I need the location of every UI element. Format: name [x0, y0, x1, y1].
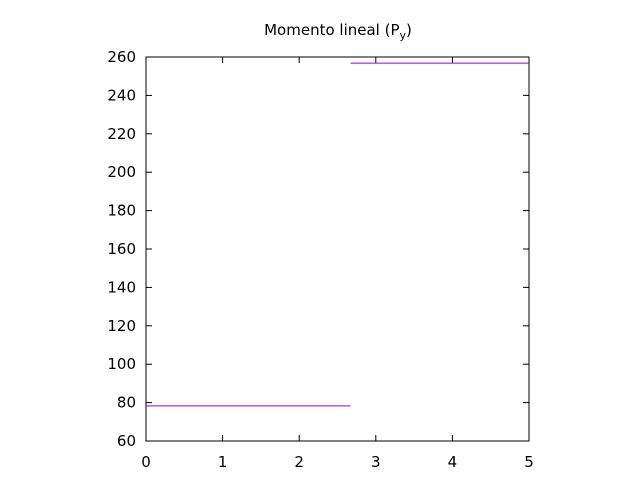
chart-title: Momento lineal (Py)	[264, 21, 412, 42]
plot-area: 60 80 100 120 140 160 180 200 220 240 260 0 1 2 3 4 5	[107, 48, 533, 471]
y-tick-label: 200	[107, 163, 136, 181]
x-tick-label: 0	[141, 453, 151, 471]
x-tick-label: 3	[371, 453, 381, 471]
x-tick-label: 2	[294, 453, 304, 471]
y-tick-label: 260	[107, 48, 136, 66]
y-tick-label: 60	[117, 432, 136, 450]
chart-title-subscript: y	[400, 29, 407, 42]
y-tick-label: 100	[107, 355, 136, 373]
chart-title-suffix: )	[406, 21, 412, 39]
y-tick-label: 140	[107, 278, 136, 296]
chart-title-main: Momento lineal (P	[264, 21, 399, 39]
y-tick-label: 120	[107, 317, 136, 335]
plot-frame	[145, 56, 530, 442]
x-tick-label: 1	[218, 453, 228, 471]
x-tick-label: 4	[448, 453, 458, 471]
x-tick-label: 5	[524, 453, 534, 471]
y-tick-label: 240	[107, 86, 136, 104]
y-tick-label: 80	[117, 394, 136, 412]
y-tick-label: 220	[107, 125, 136, 143]
y-tick-label: 180	[107, 202, 136, 220]
y-tick-label: 160	[107, 240, 136, 258]
